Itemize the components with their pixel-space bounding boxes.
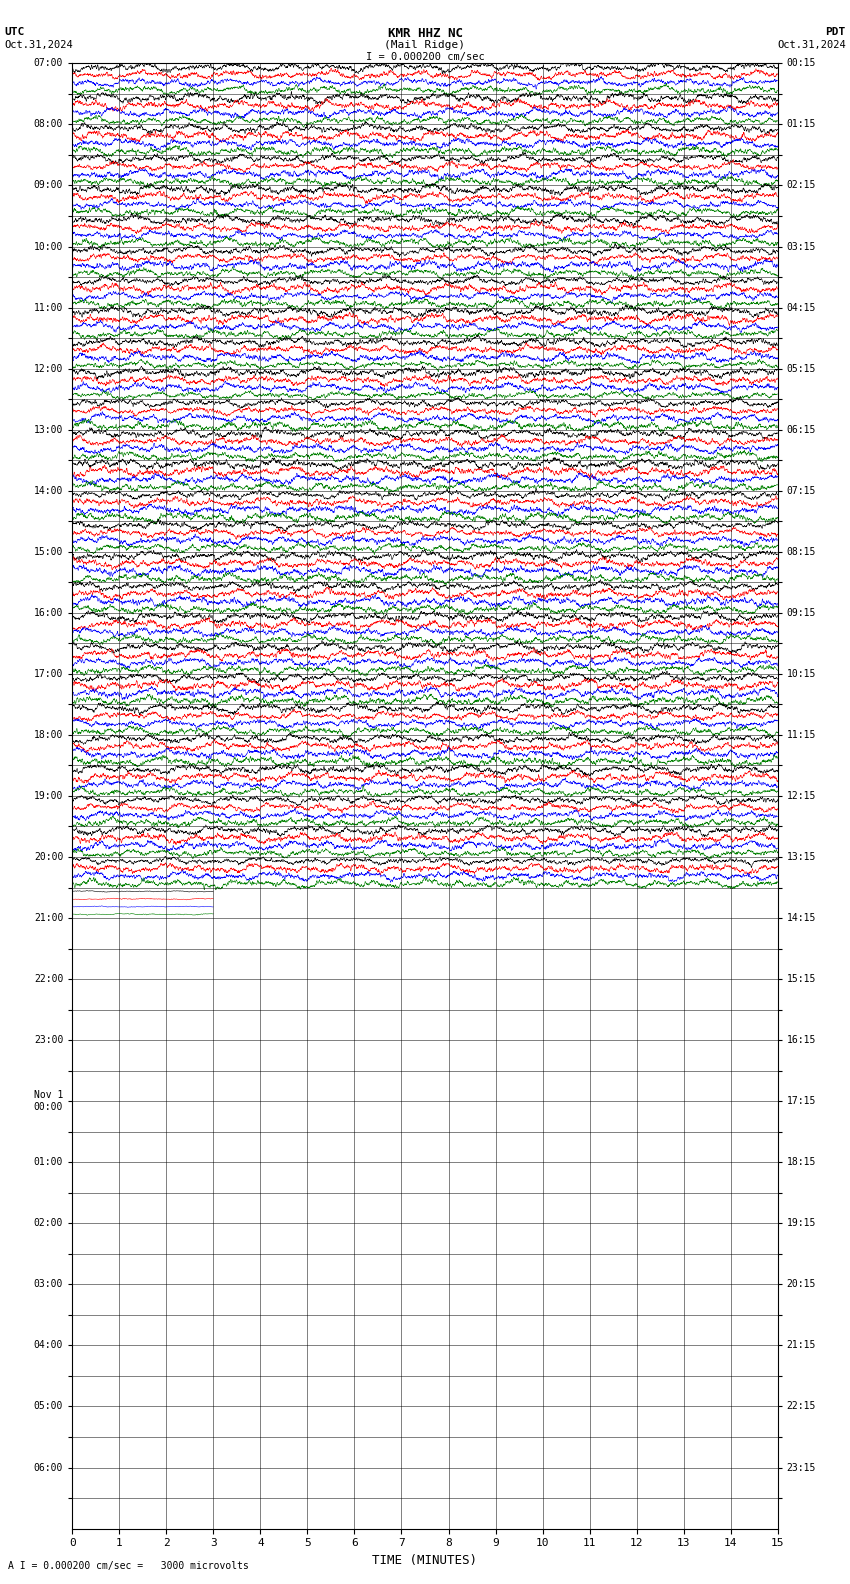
Text: I = 0.000200 cm/sec: I = 0.000200 cm/sec <box>366 52 484 62</box>
Text: PDT: PDT <box>825 27 846 36</box>
Text: Oct.31,2024: Oct.31,2024 <box>4 40 73 49</box>
Text: A I = 0.000200 cm/sec =   3000 microvolts: A I = 0.000200 cm/sec = 3000 microvolts <box>8 1562 249 1571</box>
X-axis label: TIME (MINUTES): TIME (MINUTES) <box>372 1554 478 1567</box>
Text: KMR HHZ NC: KMR HHZ NC <box>388 27 462 40</box>
Text: (Mail Ridge): (Mail Ridge) <box>384 40 466 49</box>
Text: UTC: UTC <box>4 27 25 36</box>
Text: Oct.31,2024: Oct.31,2024 <box>777 40 846 49</box>
